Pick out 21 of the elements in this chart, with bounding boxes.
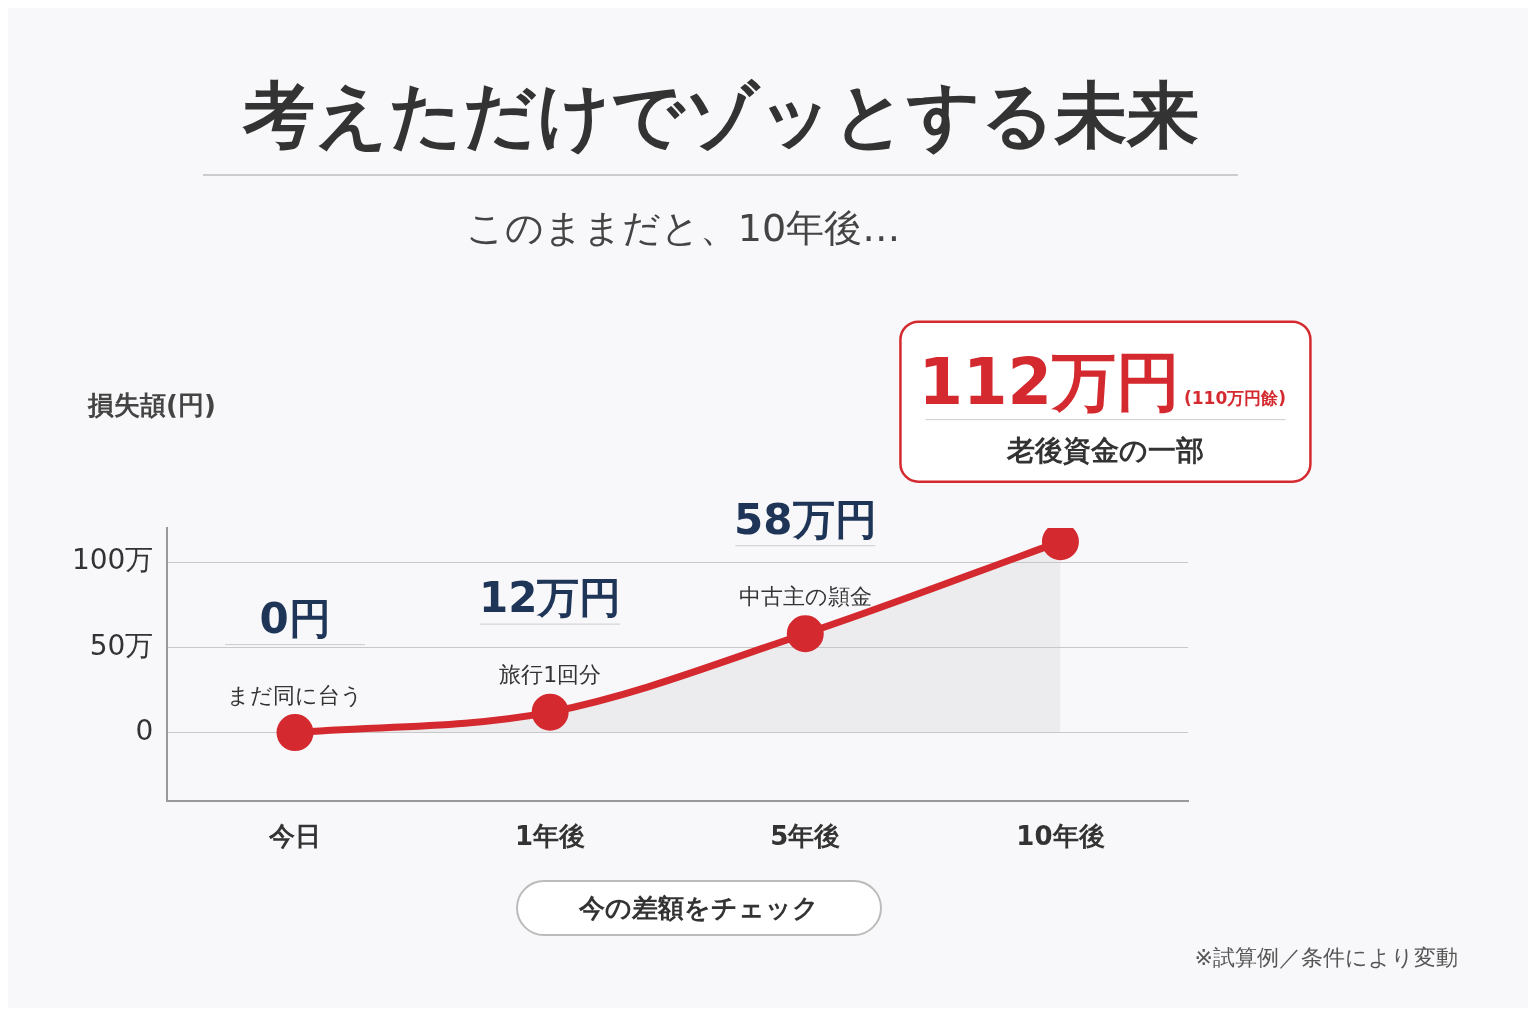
chart-subtitle: このままだと、10年後… bbox=[464, 205, 902, 252]
text: ※試算例／条件により変動 bbox=[1194, 944, 1458, 972]
text: 12万円 bbox=[478, 573, 622, 623]
text: 112万円 bbox=[918, 344, 1181, 419]
annotation: まだ同に台う bbox=[227, 682, 364, 708]
y-tick-label: 0 bbox=[135, 713, 154, 747]
annotation: 旅行1回分 bbox=[499, 662, 602, 688]
x-tick-label: 5年後 bbox=[770, 821, 841, 852]
text: (110万円餘) bbox=[1184, 387, 1287, 408]
annotation: 中古主の頴金 bbox=[738, 583, 872, 609]
y-tick-label: 100万 bbox=[71, 543, 154, 577]
y-tick-label: 50万 bbox=[89, 628, 154, 662]
text: 0円 bbox=[259, 593, 331, 643]
x-tick-label: 1年後 bbox=[515, 821, 586, 852]
text: 今の差額をチェック bbox=[516, 880, 882, 936]
text: 58万円 bbox=[734, 494, 877, 544]
x-tick-label: 10年後 bbox=[1016, 821, 1105, 852]
x-tick-label: 今日 bbox=[268, 821, 322, 852]
chart-title: 考えただけでゾッとする未来 bbox=[203, 68, 1238, 176]
text: 老後資金の一部 bbox=[1005, 433, 1204, 467]
y-axis-title: 損失頡(円) bbox=[88, 389, 216, 422]
